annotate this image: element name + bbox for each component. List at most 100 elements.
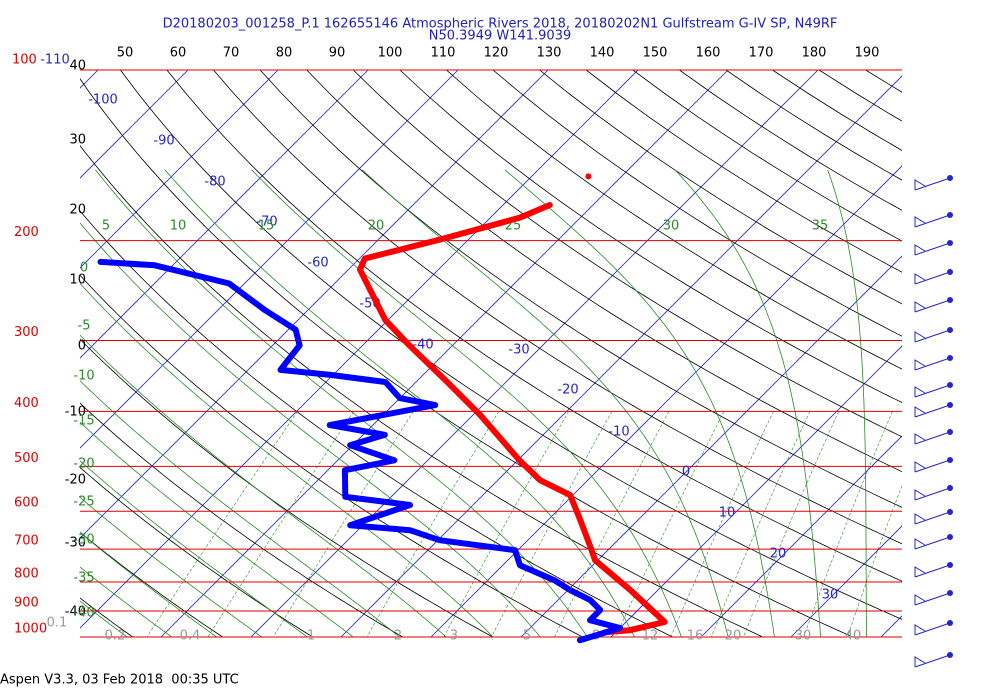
wind-barb-dot — [947, 590, 953, 596]
isotherm — [880, 615, 902, 637]
mixing-ratio-label: 2 — [394, 629, 402, 644]
wind-barb-flag — [914, 624, 926, 635]
mixing-ratio-line — [615, 411, 725, 637]
dry-adiabat — [492, 70, 902, 337]
moist-adiabat — [80, 460, 308, 637]
wind-barb — [914, 487, 951, 501]
wind-barb-dot — [947, 509, 953, 515]
wind-barb — [914, 404, 951, 418]
wind-barb-flag — [914, 359, 926, 370]
wind-barb-dot — [947, 327, 953, 333]
isotherm-label: 0 — [682, 465, 690, 480]
wind-barb-flag — [914, 179, 926, 190]
wind-barb-dot — [947, 402, 953, 408]
dry-adiabat — [678, 70, 902, 211]
wind-barb-dot — [947, 485, 953, 491]
mixing-ratio-line — [272, 411, 414, 637]
isotherm — [80, 70, 549, 539]
wind-barb-flag — [914, 433, 926, 444]
footer: Aspen V3.3, 03 Feb 2018 00:35 UTC — [0, 673, 239, 688]
dry-adiabat — [916, 44, 1000, 651]
isotherm-label: -60 — [307, 256, 328, 271]
top-label: 70 — [223, 46, 240, 61]
moist-adiabat — [251, 169, 682, 637]
chart-title: D20180203_001258_P.1 162655146 Atmospher… — [163, 17, 838, 32]
pressure-label: 500 — [14, 451, 39, 466]
isotherm — [610, 345, 902, 637]
pressure-label: 600 — [14, 496, 39, 511]
moist-adiabat — [95, 169, 588, 637]
top-label: 160 — [696, 46, 721, 61]
wind-barb-dot — [947, 652, 953, 658]
moist-adiabat-label: -10 — [73, 369, 94, 384]
isotherm-label: 20 — [770, 547, 787, 562]
wind-barb — [914, 431, 951, 445]
profile-point — [585, 173, 592, 180]
top-label: 180 — [802, 46, 827, 61]
moist-adiabat — [674, 169, 822, 637]
left-label: 20 — [69, 203, 86, 218]
left-label: 30 — [69, 133, 86, 148]
isotherm-label: -10 — [608, 425, 629, 440]
isotherm — [0, 44, 34, 651]
wind-barb-flag — [914, 489, 926, 500]
isotherm-label: -70 — [256, 215, 277, 230]
isotherm — [790, 525, 902, 637]
isotherm-label: -90 — [153, 134, 174, 149]
moist-adiabat — [80, 380, 401, 637]
wind-barb-flag — [914, 406, 926, 417]
dry-adiabat — [864, 70, 902, 93]
mixing-ratio-line — [847, 484, 902, 637]
wind-barb-dot — [947, 212, 953, 218]
isotherm-label: -110 — [40, 53, 70, 68]
wind-barb — [914, 622, 951, 636]
dry-adiabat — [212, 70, 902, 545]
wind-barb-dot — [947, 382, 953, 388]
dry-adiabat — [259, 70, 902, 508]
dry-adiabat — [306, 70, 902, 473]
wind-barb-flag — [914, 216, 926, 227]
isotherm-label: -100 — [88, 93, 118, 108]
moist-adiabat-label: 35 — [812, 219, 829, 234]
moist-adiabat-label: 30 — [663, 219, 680, 234]
wind-barb-dot — [947, 429, 953, 435]
mixing-ratio-label: 16 — [687, 629, 704, 644]
top-label: 80 — [276, 46, 293, 61]
wind-barb-dot — [947, 534, 953, 540]
wind-barb-flag — [914, 244, 926, 255]
left-label: 10 — [69, 273, 86, 288]
left-label: -20 — [65, 473, 86, 488]
moist-adiabat — [80, 334, 447, 637]
pressure-label: 200 — [14, 225, 39, 240]
mixing-ratio-label: 3 — [450, 629, 458, 644]
dry-adiabat — [399, 70, 902, 404]
top-label: 100 — [378, 46, 403, 61]
wind-barb — [914, 654, 951, 668]
moist-adiabat-label: -35 — [73, 571, 94, 586]
isotherm — [520, 255, 902, 637]
mixing-ratio-label: 0.4 — [180, 629, 201, 644]
pressure-label: 100 — [12, 53, 37, 68]
wind-barb — [914, 329, 951, 343]
top-label: 150 — [643, 46, 668, 61]
mixing-ratio-line — [743, 411, 839, 637]
dry-adiabat — [352, 70, 902, 438]
isotherm-label: -40 — [412, 338, 433, 353]
mixing-ratio-label: 30 — [795, 629, 812, 644]
wind-barb — [914, 384, 951, 398]
moist-adiabat-label: -20 — [73, 457, 94, 472]
isotherm — [430, 165, 902, 637]
dry-adiabat — [538, 70, 902, 305]
moist-adiabat — [80, 566, 173, 637]
isotherm — [80, 70, 369, 359]
top-label: 90 — [329, 46, 346, 61]
background-lines — [0, 44, 1000, 651]
mixing-ratio-label: 0.1 — [47, 616, 68, 631]
mixing-ratio-label: 0.2 — [105, 629, 126, 644]
pressure-label: 400 — [14, 396, 39, 411]
top-label: 190 — [855, 46, 880, 61]
isotherm — [250, 70, 819, 637]
isotherm-label: 30 — [822, 588, 839, 603]
pressure-label: 800 — [14, 567, 39, 582]
